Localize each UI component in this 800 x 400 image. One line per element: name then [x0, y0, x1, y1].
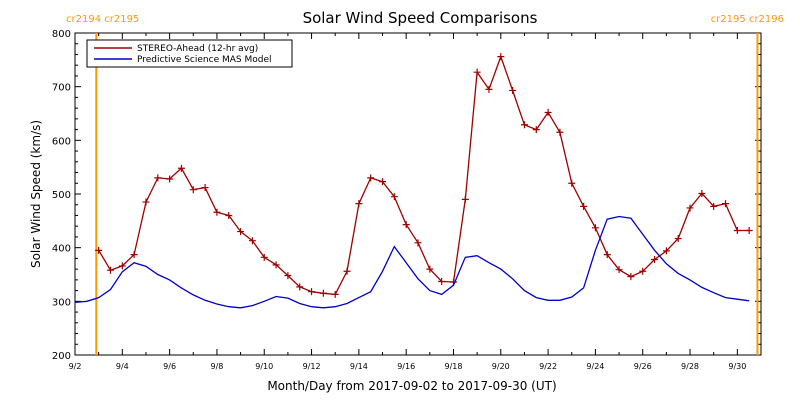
- carrington-label: cr2195 cr2196: [711, 14, 784, 25]
- x-tick-label: 9/8: [210, 362, 223, 371]
- x-axis-ticks: 9/2 9/4 9/6 9/8 9/10 9/12 9/14 9/16 9/18 9/20 9/22…: [69, 33, 762, 371]
- legend-label: Predictive Science MAS Model: [137, 55, 272, 65]
- y-tick-label: 700: [52, 83, 71, 94]
- data-point: [379, 178, 387, 186]
- x-tick-label: 9/28: [681, 362, 699, 371]
- series-line-0: [98, 54, 750, 296]
- x-axis-label: Month/Day from 2017-09-02 to 2017-09-30 …: [267, 379, 556, 393]
- data-point: [414, 239, 422, 247]
- data-point: [154, 174, 162, 182]
- data-point: [177, 164, 185, 172]
- plot-frame: [74, 32, 762, 356]
- data-point: [639, 267, 647, 275]
- data-point: [722, 200, 730, 208]
- data-point: [627, 273, 635, 281]
- y-axis-label: Solar Wind Speed (km/s): [29, 120, 43, 268]
- data-point: [615, 266, 623, 274]
- data-point: [142, 198, 150, 206]
- y-tick-label: 800: [52, 29, 71, 40]
- data-point: [260, 253, 268, 261]
- data-point: [343, 267, 351, 275]
- series-layer: [74, 53, 753, 309]
- data-point: [651, 255, 659, 263]
- data-point: [544, 108, 552, 116]
- x-tick-label: 9/12: [303, 362, 321, 371]
- data-point: [130, 251, 138, 259]
- y-axis-ticks: 200 300 400 500 600 700 800: [52, 29, 761, 362]
- data-point: [284, 272, 292, 280]
- x-tick-label: 9/6: [163, 362, 176, 371]
- data-point: [461, 195, 469, 203]
- data-point: [248, 237, 256, 245]
- data-point: [319, 289, 327, 297]
- carrington-label: cr2194 cr2195: [66, 14, 139, 25]
- y-tick-label: 500: [52, 190, 71, 201]
- x-tick-label: 9/30: [728, 362, 746, 371]
- carrington-marker-lines: [95, 33, 759, 355]
- y-tick-label: 600: [52, 136, 71, 147]
- x-tick-label: 9/4: [116, 362, 129, 371]
- data-point: [556, 128, 564, 136]
- data-point: [473, 68, 481, 76]
- legend-box: [86, 39, 293, 68]
- data-point: [520, 121, 528, 129]
- data-point: [509, 86, 517, 94]
- data-point: [308, 288, 316, 296]
- data-point: [201, 184, 209, 192]
- data-point: [745, 226, 753, 234]
- legend: STEREO-Ahead (12-hr avg)Predictive Scien…: [86, 39, 293, 68]
- data-point: [106, 266, 114, 274]
- data-point: [568, 179, 576, 187]
- x-tick-label: 9/24: [586, 362, 604, 371]
- data-point: [166, 175, 174, 183]
- chart-title: Solar Wind Speed Comparisons: [303, 9, 538, 27]
- data-point: [189, 186, 197, 194]
- x-tick-label: 9/22: [539, 362, 557, 371]
- series-line-1: [74, 215, 750, 309]
- data-point: [733, 226, 741, 234]
- x-tick-label: 9/26: [634, 362, 652, 371]
- data-point: [390, 193, 398, 201]
- data-point: [603, 251, 611, 259]
- y-tick-label: 300: [52, 297, 71, 308]
- x-tick-label: 9/14: [350, 362, 368, 371]
- data-point: [367, 174, 375, 182]
- data-point: [686, 204, 694, 212]
- data-point: [438, 277, 446, 285]
- data-point: [296, 283, 304, 291]
- x-tick-label: 9/20: [492, 362, 510, 371]
- data-point: [662, 247, 670, 255]
- data-point: [426, 265, 434, 273]
- data-point: [237, 228, 245, 236]
- y-tick-label: 200: [52, 351, 71, 362]
- data-point: [213, 208, 221, 216]
- data-point: [497, 53, 505, 61]
- legend-label: STEREO-Ahead (12-hr avg): [137, 44, 258, 54]
- x-tick-label: 9/10: [255, 362, 273, 371]
- data-point: [225, 211, 233, 219]
- data-point: [591, 224, 599, 232]
- data-point: [485, 85, 493, 93]
- data-point: [698, 189, 706, 197]
- data-point: [95, 246, 103, 254]
- data-point: [355, 200, 363, 208]
- carrington-labels: cr2194 cr2195 cr2195 cr2196: [66, 14, 784, 25]
- data-point: [532, 126, 540, 134]
- x-tick-label: 9/16: [397, 362, 415, 371]
- x-tick-label: 9/2: [69, 362, 82, 371]
- data-point: [710, 202, 718, 210]
- data-point: [580, 202, 588, 210]
- data-point: [331, 290, 339, 298]
- data-point: [118, 262, 126, 270]
- data-point: [272, 261, 280, 269]
- x-tick-label: 9/18: [444, 362, 462, 371]
- data-point: [674, 235, 682, 243]
- y-tick-label: 400: [52, 244, 71, 255]
- data-point: [402, 221, 410, 229]
